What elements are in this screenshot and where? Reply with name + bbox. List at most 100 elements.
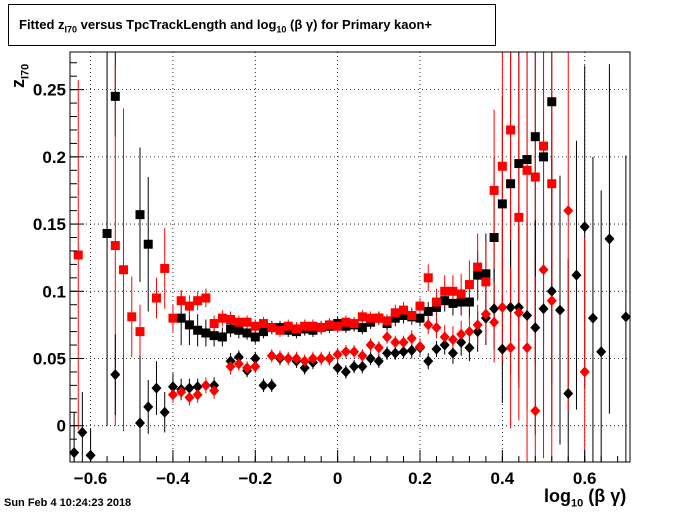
data-point-diamond — [390, 336, 401, 348]
data-point-square — [489, 233, 499, 243]
data-point-square — [193, 325, 203, 335]
data-point-diamond — [398, 336, 409, 348]
data-point-square — [481, 269, 491, 279]
data-point-diamond — [596, 346, 607, 358]
data-point-square — [217, 313, 227, 323]
data-point-diamond — [489, 316, 500, 328]
data-point-square — [547, 179, 557, 189]
data-point-diamond — [571, 269, 582, 281]
date-stamp: Sun Feb 4 10:24:23 2018 — [4, 497, 132, 509]
axis-tick-labels: −0.6 −0.4 −0.2 0 0.2 0.4 0.6 0 0.05 0.1 0.15 0.2 0.2… — [33, 81, 597, 488]
chart-title: Fitted zI70 versus TpcTrackLength and lo… — [19, 17, 432, 35]
data-point-square — [357, 323, 367, 333]
data-point-diamond — [555, 304, 565, 316]
data-point-square — [110, 91, 120, 101]
data-point-square — [267, 323, 277, 333]
data-point-diamond — [200, 379, 211, 391]
data-point-diamond — [390, 347, 401, 359]
grid-lines — [70, 52, 630, 462]
x-tick-label: 0 — [333, 469, 342, 488]
data-point-diamond — [415, 340, 425, 352]
data-point-diamond — [579, 366, 590, 378]
data-point-diamond — [307, 352, 318, 364]
data-point-diamond — [546, 285, 557, 297]
data-point-diamond — [579, 221, 590, 233]
data-point-square — [514, 212, 524, 222]
data-point-square — [234, 317, 244, 327]
data-point-square — [135, 210, 145, 220]
data-point-square — [333, 321, 343, 331]
data-point-diamond — [620, 311, 631, 323]
data-point-diamond — [225, 361, 236, 373]
data-point-diamond — [176, 386, 187, 398]
data-point-diamond — [382, 347, 393, 359]
data-point-square — [415, 301, 425, 311]
data-point-square — [324, 320, 334, 330]
data-point-square — [151, 293, 161, 303]
data-point-square — [349, 319, 359, 329]
data-point-diamond — [340, 366, 351, 378]
data-point-square — [209, 331, 219, 341]
data-point-diamond — [406, 332, 417, 344]
data-point-diamond — [159, 406, 170, 418]
data-point-diamond — [357, 361, 368, 373]
data-point-diamond — [497, 301, 508, 313]
data-point-diamond — [464, 342, 475, 354]
data-point-diamond — [530, 322, 541, 334]
data-point-square — [506, 179, 516, 189]
data-point-diamond — [439, 339, 450, 351]
data-point-diamond — [447, 334, 458, 346]
data-point-square — [489, 185, 499, 195]
data-point-diamond — [110, 369, 121, 381]
x-tick-label: −0.4 — [156, 469, 190, 488]
data-point-diamond — [522, 309, 533, 321]
y-tick-label: 0.1 — [42, 282, 66, 301]
data-point-square — [440, 286, 450, 296]
data-point-diamond — [266, 379, 277, 391]
data-point-diamond — [530, 405, 541, 417]
data-point-square — [135, 327, 145, 337]
data-point-square — [259, 319, 269, 329]
data-point-square — [283, 321, 293, 331]
data-point-diamond — [184, 382, 195, 394]
data-point-diamond — [431, 343, 442, 355]
data-point-square — [440, 296, 450, 306]
data-point-diamond — [406, 344, 417, 356]
data-point-square — [226, 315, 236, 325]
data-point-diamond — [258, 379, 269, 391]
data-point-square — [456, 289, 466, 299]
data-point-square — [250, 321, 260, 331]
data-point-square — [209, 319, 219, 329]
data-point-square — [431, 302, 441, 312]
data-point-diamond — [447, 347, 458, 359]
data-point-square — [366, 313, 376, 323]
data-point-square — [308, 321, 318, 331]
data-point-square — [514, 159, 524, 169]
data-point-square — [407, 310, 417, 320]
data-point-square — [456, 297, 466, 307]
data-point-square — [217, 332, 227, 342]
data-point-diamond — [423, 319, 434, 331]
data-point-diamond — [209, 385, 220, 397]
data-point-diamond — [456, 336, 467, 348]
data-point-diamond — [77, 426, 88, 438]
data-point-diamond — [398, 346, 409, 358]
data-point-diamond — [587, 312, 598, 324]
data-point-square — [448, 286, 458, 296]
data-point-diamond — [431, 322, 442, 334]
data-point-diamond — [324, 352, 335, 364]
y-tick-label: 0.15 — [33, 215, 66, 234]
data-point-square — [390, 313, 400, 323]
data-point-diamond — [340, 346, 351, 358]
data-point-square — [399, 305, 409, 315]
x-tick-label: 0.6 — [573, 469, 597, 488]
data-point-diamond — [489, 303, 500, 315]
data-point-square — [184, 301, 194, 311]
data-point-square — [530, 172, 540, 182]
data-point-square — [250, 332, 260, 342]
axis-ticks — [70, 62, 619, 462]
data-point-square — [522, 155, 532, 165]
y-tick-label: 0.05 — [33, 349, 66, 368]
data-point-diamond — [299, 362, 310, 374]
data-point-diamond — [192, 389, 203, 401]
